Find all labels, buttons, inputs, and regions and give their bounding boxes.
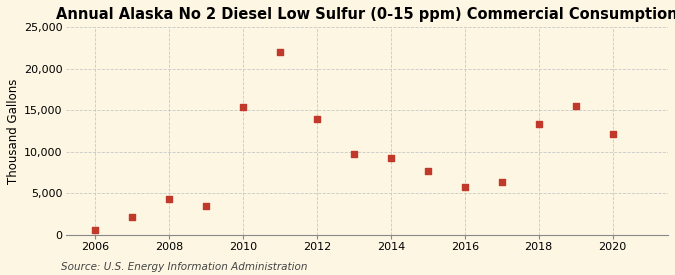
Point <box>385 156 396 161</box>
Text: Source: U.S. Energy Information Administration: Source: U.S. Energy Information Administ… <box>61 262 307 271</box>
Point <box>311 117 322 122</box>
Point <box>608 132 618 136</box>
Y-axis label: Thousand Gallons: Thousand Gallons <box>7 78 20 184</box>
Point <box>163 197 174 201</box>
Point <box>275 50 286 54</box>
Point <box>570 104 581 108</box>
Point <box>238 105 248 109</box>
Point <box>533 122 544 127</box>
Point <box>496 179 507 184</box>
Point <box>423 169 433 173</box>
Point <box>200 204 211 209</box>
Point <box>127 215 138 219</box>
Point <box>348 152 359 156</box>
Point <box>460 185 470 189</box>
Title: Annual Alaska No 2 Diesel Low Sulfur (0-15 ppm) Commercial Consumption: Annual Alaska No 2 Diesel Low Sulfur (0-… <box>56 7 675 22</box>
Point <box>90 228 101 233</box>
